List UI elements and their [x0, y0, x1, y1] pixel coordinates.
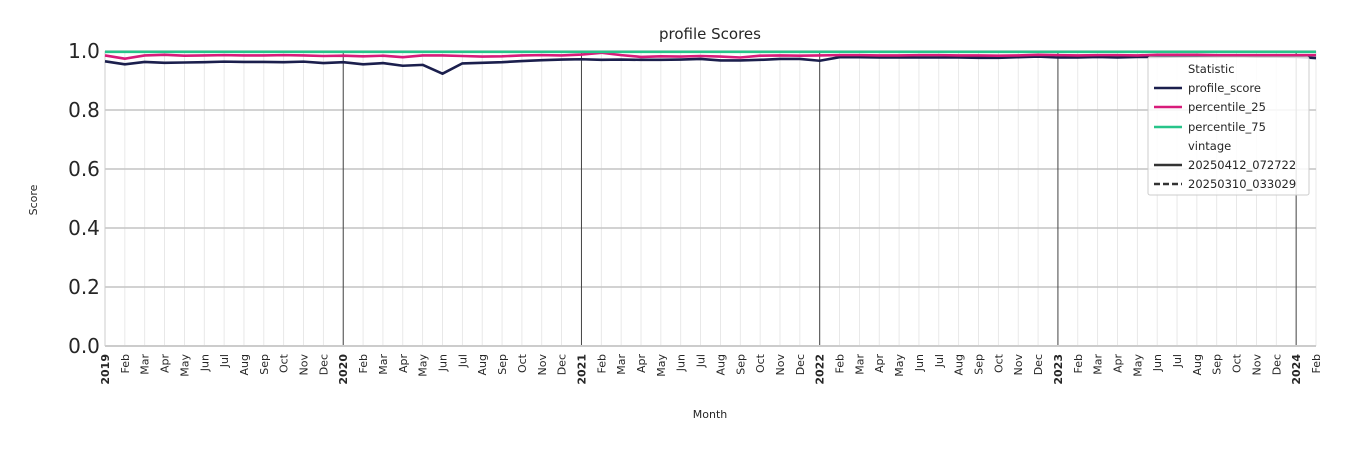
x-tick-label: Mar — [377, 354, 390, 375]
x-tick-label: Jun — [436, 354, 449, 372]
x-tick-label: Dec — [1270, 354, 1283, 375]
x-tick-label: Jul — [933, 354, 946, 368]
axes — [104, 51, 1316, 347]
x-tick-label: Jul — [1171, 354, 1184, 368]
y-tick-label: 0.6 — [68, 157, 100, 181]
x-tick-label: Feb — [357, 354, 370, 373]
x-tick-label: Aug — [1191, 354, 1204, 375]
x-tick-label: Feb — [1310, 354, 1323, 373]
x-tick-label: Oct — [992, 353, 1005, 373]
x-tick-label: 2019 — [99, 354, 112, 385]
y-tick-label: 0.8 — [68, 98, 100, 122]
x-tick-labels: 2019 Feb Mar Apr May Jun Jul Aug Sep Oct Nov Dec 202… — [99, 353, 1323, 384]
x-tick-label: 2021 — [575, 354, 588, 385]
series-line-percentile-25 — [104, 51, 1316, 60]
y-tick-label: 1.0 — [68, 39, 100, 63]
x-tick-label: Aug — [476, 354, 489, 375]
legend-label-percentile-75: percentile_75 — [1188, 120, 1266, 134]
y-axis-label: Score — [27, 184, 40, 215]
x-tick-label: May — [655, 354, 668, 377]
y-tick-label: 0.4 — [68, 216, 100, 240]
x-tick-label: Jul — [456, 354, 469, 368]
x-tick-label: Apr — [873, 354, 886, 374]
x-tick-label: Mar — [139, 354, 152, 375]
x-tick-label: Mar — [1092, 354, 1105, 375]
x-tick-label: Oct — [754, 353, 767, 373]
x-tick-label: Jul — [218, 354, 231, 368]
x-tick-label: Apr — [1111, 354, 1124, 374]
legend-statistic-title: Statistic — [1188, 62, 1235, 76]
x-tick-label: Jul — [695, 354, 708, 368]
y-tick-labels: 0.0 0.2 0.4 0.6 0.8 1.0 — [68, 39, 100, 358]
chart-title: profile Scores — [659, 25, 761, 43]
x-tick-label: May — [178, 354, 191, 377]
legend-vintage-title: vintage — [1188, 139, 1231, 153]
x-tick-label: Feb — [595, 354, 608, 373]
x-tick-label: Sep — [496, 354, 509, 375]
x-tick-label: May — [1131, 354, 1144, 377]
x-tick-label: Oct — [1231, 353, 1244, 373]
x-axis-label: Month — [693, 408, 728, 421]
x-tick-label: Jun — [198, 354, 211, 372]
x-tick-label: 2023 — [1052, 354, 1065, 385]
x-tick-label: Dec — [794, 354, 807, 375]
x-tick-label: Sep — [258, 354, 271, 375]
x-tick-label: 2024 — [1290, 354, 1303, 385]
x-tick-label: Sep — [973, 354, 986, 375]
x-tick-label: May — [417, 354, 430, 377]
x-tick-label: Oct — [516, 353, 529, 373]
legend-label-percentile-25: percentile_25 — [1188, 100, 1266, 114]
x-tick-label: Feb — [834, 354, 847, 373]
x-tick-label: Oct — [278, 353, 291, 373]
x-tick-label: Aug — [238, 354, 251, 375]
legend: Statistic profile_score percentile_25 pe… — [1147, 56, 1310, 196]
minor-gridlines — [104, 51, 1317, 346]
x-tick-label: Nov — [536, 354, 549, 376]
x-tick-label: Feb — [1072, 354, 1085, 373]
x-tick-label: Mar — [615, 354, 628, 375]
x-tick-label: Dec — [556, 354, 569, 375]
x-tick-label: Apr — [635, 354, 648, 374]
x-tick-label: Jun — [675, 354, 688, 372]
series-line-profile-score — [104, 54, 1317, 76]
x-tick-label: 2020 — [337, 354, 350, 385]
x-tick-label: 2022 — [814, 354, 827, 385]
x-tick-label: Nov — [774, 354, 787, 376]
series-lines — [104, 50, 1317, 76]
x-tick-label: Apr — [159, 354, 172, 374]
x-tick-label: Nov — [1012, 354, 1025, 376]
x-tick-label: Sep — [1211, 354, 1224, 375]
y-tick-label: 0.0 — [68, 334, 100, 358]
x-tick-label: Sep — [734, 354, 747, 375]
x-tick-label: Jun — [1151, 354, 1164, 372]
x-tick-label: Jun — [913, 354, 926, 372]
major-gridlines — [105, 50, 1316, 347]
x-tick-label: Dec — [1032, 354, 1045, 375]
x-tick-label: Apr — [397, 354, 410, 374]
x-tick-label: May — [893, 354, 906, 377]
x-tick-label: Feb — [119, 354, 132, 373]
legend-label-profile-score: profile_score — [1188, 81, 1261, 95]
legend-box — [1147, 56, 1310, 196]
x-tick-label: Aug — [953, 354, 966, 375]
legend-label-vintage-1: 20250412_072722 — [1188, 158, 1296, 172]
legend-label-vintage-2: 20250310_033029 — [1188, 177, 1296, 191]
x-tick-label: Aug — [714, 354, 727, 375]
x-tick-label: Nov — [298, 354, 311, 376]
x-tick-label: Mar — [853, 354, 866, 375]
y-tick-label: 0.2 — [68, 275, 100, 299]
x-tick-label: Nov — [1250, 354, 1263, 376]
x-tick-label: Dec — [317, 354, 330, 375]
